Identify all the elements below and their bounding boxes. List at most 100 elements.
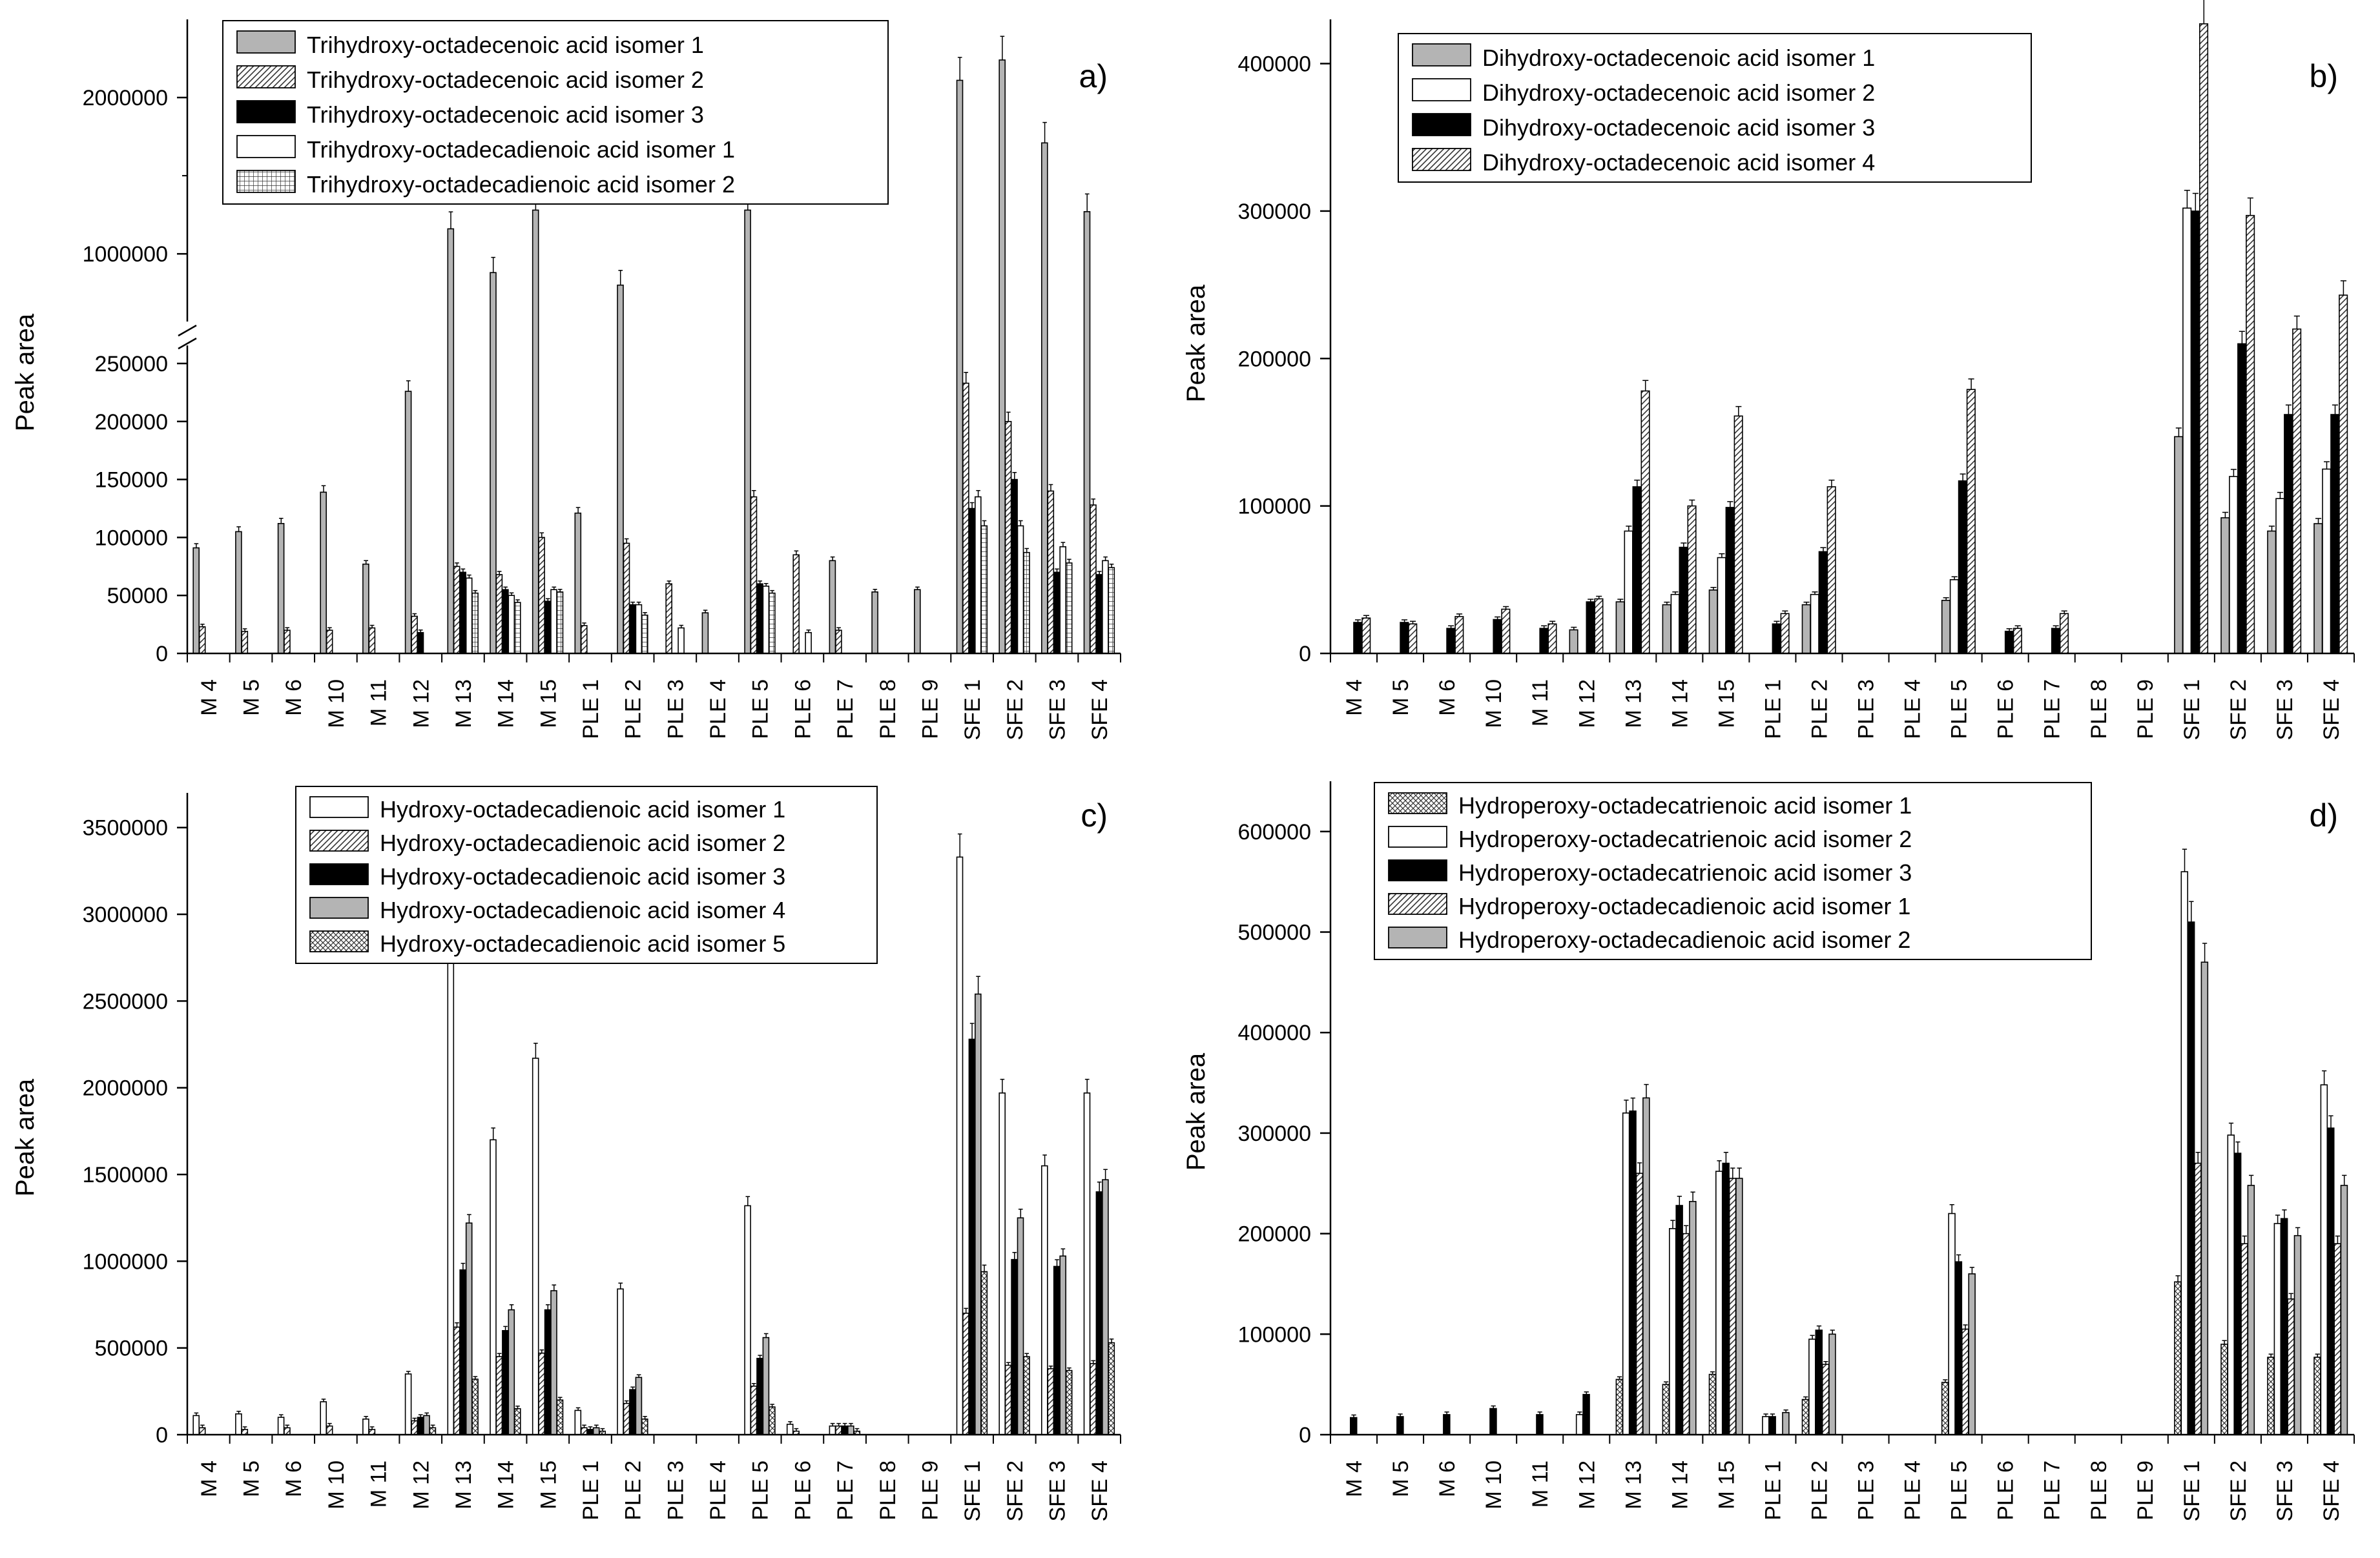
bar-c-s5-c11: [641, 1419, 648, 1435]
error-bar: [1617, 1376, 1622, 1380]
error-bar: [369, 1426, 375, 1430]
x-tick-label: PLE 5: [1947, 1461, 1972, 1521]
bar-d-s1-c9: [1708, 1373, 1717, 1435]
error-bar: [1949, 1204, 1954, 1214]
error-bar: [1735, 405, 1742, 416]
bar-c-s1-c16: [829, 1425, 836, 1435]
error-bar: [2285, 404, 2292, 415]
error-bar: [703, 610, 708, 613]
error-bar: [1830, 1329, 1835, 1335]
error-bar: [2335, 1235, 2340, 1244]
error-bar: [1012, 472, 1017, 480]
x-tick-label: PLE 4: [1901, 1461, 1925, 1521]
x-tick-label: M 12: [409, 1461, 433, 1510]
error-bar: [618, 270, 623, 285]
error-bar: [976, 976, 980, 994]
error-bar: [1626, 526, 1632, 531]
bar-c-s1-c19: [956, 856, 964, 1435]
error-bar: [1820, 547, 1826, 552]
error-bar: [1630, 1097, 1635, 1111]
bar-c-s2-c7: [453, 1326, 460, 1435]
x-tick-label: PLE 6: [1994, 1461, 2018, 1521]
error-bar: [539, 1349, 544, 1353]
bar-a-s4-c15: [805, 631, 812, 654]
bar-c-s4-c7: [465, 1222, 473, 1435]
error-bar: [758, 1355, 762, 1358]
bar-d-s3-c3: [1443, 1414, 1451, 1435]
error-bar: [406, 380, 411, 392]
error-bar: [1763, 1413, 1768, 1417]
bar-c-s4-c8: [508, 1309, 515, 1435]
error-bar: [321, 485, 326, 493]
error-bar: [2268, 1353, 2273, 1358]
error-bar: [1969, 1267, 1974, 1274]
bar-a-s4-c12: [678, 627, 685, 654]
x-tick-label: M 14: [1668, 679, 1692, 728]
panel-label: b): [2310, 58, 2338, 94]
bar-d-s4-c9: [1728, 1178, 1737, 1435]
error-bar: [2315, 518, 2322, 524]
x-tick-label: M 5: [1389, 1461, 1413, 1497]
error-bar: [2222, 511, 2228, 518]
x-tick-label: PLE 6: [1994, 679, 2018, 739]
bar-a-s4-c20: [1017, 525, 1024, 654]
legend: Trihydroxy-octadecenoic acid isomer 1 Tri…: [222, 20, 889, 205]
bar-d-s4-c14: [1961, 1328, 1969, 1435]
x-tick-label: M 10: [1482, 1461, 1506, 1510]
error-bar: [745, 1196, 750, 1206]
error-bar: [1642, 380, 1649, 391]
error-bar: [321, 1399, 326, 1402]
error-bar: [539, 532, 544, 538]
bar-b-s3-c11: [1818, 551, 1828, 654]
bar-c-s2-c11: [623, 1402, 630, 1435]
legend-swatch: [236, 65, 296, 88]
bar-a-s1-c17: [871, 591, 878, 654]
bar-d-s1-c22: [2313, 1357, 2321, 1435]
y-tick-label: 200000: [1238, 1222, 1311, 1247]
bar-c-s5-c6: [429, 1427, 437, 1435]
error-bar: [624, 1400, 629, 1404]
x-tick-label: SFE 4: [2319, 679, 2344, 740]
bar-c-s2-c16: [835, 1425, 842, 1435]
bar-c-s1-c6: [404, 1373, 412, 1435]
legend: Dihydroxy-octadecenoic acid isomer 1 Dihy…: [1398, 33, 2032, 183]
error-bar: [751, 490, 756, 497]
error-bar: [873, 589, 878, 592]
bar-c-s1-c1: [192, 1415, 200, 1435]
error-bar: [969, 502, 975, 509]
legend-swatch: [236, 30, 296, 54]
error-bar: [2268, 526, 2275, 531]
x-tick-label: M 6: [1435, 1461, 1460, 1497]
bar-d-s3-c11: [1815, 1329, 1823, 1435]
bar-a-s1-c9: [532, 209, 539, 654]
bar-d-s5-c7: [1642, 1097, 1650, 1435]
error-bar: [679, 624, 684, 628]
bar-c-s1-c22: [1083, 1092, 1091, 1435]
error-bar: [1006, 1362, 1011, 1366]
error-bar: [1067, 1367, 1071, 1371]
x-tick-label: M 5: [240, 1461, 264, 1497]
error-bar: [1684, 1225, 1689, 1234]
bar-b-s4-c9: [1733, 415, 1743, 654]
x-tick-label: M 11: [367, 1461, 391, 1508]
bar-d-s4-c22: [2333, 1243, 2341, 1435]
legend-entry: Trihydroxy-octadecenoic acid isomer 2: [307, 67, 704, 93]
error-bar: [418, 1414, 423, 1418]
bar-b-s3-c10: [1772, 623, 1781, 654]
error-bar: [1960, 473, 1966, 481]
error-bar: [1061, 542, 1066, 547]
bar-c-s2-c1: [198, 1427, 206, 1435]
error-bar: [2202, 943, 2208, 963]
legend-swatch: [1412, 78, 1471, 101]
bar-d-s2-c9: [1715, 1171, 1723, 1435]
legend-swatch: [1388, 859, 1447, 881]
legend-entry: Hydroperoxy-octadecadienoic acid isomer …: [1458, 927, 1910, 953]
error-bar: [1737, 1167, 1742, 1178]
bar-a-s1-c8: [490, 272, 497, 654]
error-bar: [200, 1424, 205, 1428]
error-bar: [794, 550, 799, 555]
bar-c-s3-c8: [502, 1330, 509, 1435]
error-bar: [1951, 576, 1958, 580]
error-bar: [1672, 591, 1679, 595]
